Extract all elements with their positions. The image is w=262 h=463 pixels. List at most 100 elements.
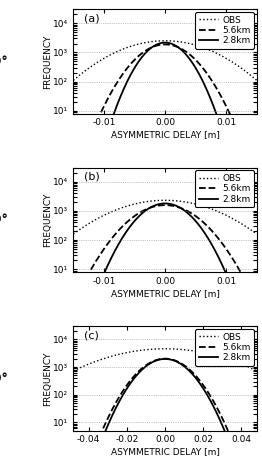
- OBS: [206, 205, 209, 210]
- 5.6km: [94, 444, 97, 450]
- Line: 5.6km: 5.6km: [73, 205, 257, 304]
- 2.8km: [163, 200, 166, 206]
- Line: 5.6km: 5.6km: [73, 44, 257, 184]
- 2.8km: [206, 234, 209, 239]
- Line: 5.6km: 5.6km: [73, 359, 257, 463]
- OBS: [72, 78, 75, 83]
- 2.8km: [163, 356, 166, 362]
- 2.8km: [94, 171, 97, 177]
- OBS: [72, 231, 75, 237]
- 2.8km: [144, 363, 148, 369]
- OBS: [188, 200, 191, 206]
- 5.6km: [205, 222, 208, 228]
- 2.8km: [132, 68, 135, 73]
- Text: (b): (b): [84, 172, 100, 182]
- 2.8km: [72, 268, 75, 274]
- Text: 70°: 70°: [0, 372, 8, 385]
- Text: 30°: 30°: [0, 55, 8, 68]
- OBS: [163, 346, 166, 351]
- 5.6km: [144, 363, 148, 368]
- 5.6km: [188, 366, 191, 372]
- 2.8km: [255, 359, 258, 365]
- 2.8km: [188, 368, 191, 374]
- 5.6km: [132, 214, 135, 220]
- X-axis label: ASYMMETRIC DELAY [m]: ASYMMETRIC DELAY [m]: [111, 289, 220, 298]
- Text: (c): (c): [84, 331, 99, 340]
- Legend: OBS, 5.6km, 2.8km: OBS, 5.6km, 2.8km: [195, 329, 254, 366]
- OBS: [72, 368, 75, 374]
- 2.8km: [205, 86, 208, 91]
- OBS: [255, 78, 258, 83]
- 5.6km: [206, 71, 209, 76]
- Text: (a): (a): [84, 13, 100, 24]
- OBS: [205, 46, 208, 51]
- OBS: [94, 359, 97, 364]
- 5.6km: [94, 259, 97, 265]
- OBS: [206, 350, 209, 356]
- 2.8km: [188, 212, 191, 217]
- 5.6km: [205, 69, 208, 75]
- Line: OBS: OBS: [73, 200, 257, 234]
- OBS: [144, 347, 148, 352]
- OBS: [132, 43, 135, 48]
- 5.6km: [72, 301, 75, 307]
- Y-axis label: FREQUENCY: FREQUENCY: [43, 193, 52, 247]
- 2.8km: [144, 50, 148, 55]
- OBS: [188, 41, 191, 46]
- Legend: OBS, 5.6km, 2.8km: OBS, 5.6km, 2.8km: [195, 12, 254, 49]
- Text: 50°: 50°: [0, 213, 8, 226]
- 5.6km: [188, 51, 191, 57]
- 2.8km: [205, 390, 208, 396]
- 5.6km: [255, 301, 258, 307]
- 5.6km: [188, 209, 191, 215]
- OBS: [144, 40, 148, 45]
- Y-axis label: FREQUENCY: FREQUENCY: [43, 351, 52, 406]
- OBS: [94, 217, 97, 223]
- Line: OBS: OBS: [73, 41, 257, 81]
- 2.8km: [132, 220, 135, 225]
- 2.8km: [72, 359, 75, 365]
- OBS: [132, 201, 135, 207]
- OBS: [94, 61, 97, 66]
- OBS: [255, 368, 258, 374]
- 5.6km: [163, 42, 166, 47]
- 5.6km: [144, 48, 148, 53]
- OBS: [163, 198, 166, 203]
- Legend: OBS, 5.6km, 2.8km: OBS, 5.6km, 2.8km: [195, 170, 254, 207]
- 5.6km: [94, 122, 97, 127]
- OBS: [144, 199, 148, 205]
- 2.8km: [94, 292, 97, 298]
- Y-axis label: FREQUENCY: FREQUENCY: [43, 34, 52, 88]
- 2.8km: [163, 40, 166, 45]
- OBS: [132, 349, 135, 354]
- 5.6km: [205, 387, 208, 392]
- OBS: [188, 348, 191, 353]
- 5.6km: [132, 375, 135, 380]
- OBS: [205, 204, 208, 210]
- 2.8km: [206, 88, 209, 94]
- 2.8km: [188, 56, 191, 61]
- 5.6km: [206, 388, 209, 394]
- 5.6km: [132, 58, 135, 64]
- OBS: [205, 350, 208, 356]
- Line: 2.8km: 2.8km: [73, 203, 257, 362]
- 5.6km: [164, 356, 167, 362]
- 2.8km: [206, 392, 209, 398]
- 5.6km: [144, 206, 148, 212]
- OBS: [163, 38, 166, 44]
- OBS: [255, 231, 258, 237]
- 2.8km: [255, 268, 258, 274]
- Line: OBS: OBS: [73, 349, 257, 371]
- 5.6km: [206, 223, 209, 229]
- 2.8km: [144, 207, 148, 213]
- Line: 2.8km: 2.8km: [73, 43, 257, 271]
- 2.8km: [94, 455, 97, 460]
- X-axis label: ASYMMETRIC DELAY [m]: ASYMMETRIC DELAY [m]: [111, 447, 220, 456]
- 5.6km: [163, 202, 166, 208]
- X-axis label: ASYMMETRIC DELAY [m]: ASYMMETRIC DELAY [m]: [111, 130, 220, 139]
- 2.8km: [205, 232, 208, 238]
- Line: 2.8km: 2.8km: [73, 359, 257, 463]
- OBS: [206, 46, 209, 52]
- 5.6km: [72, 181, 75, 187]
- 5.6km: [255, 181, 258, 187]
